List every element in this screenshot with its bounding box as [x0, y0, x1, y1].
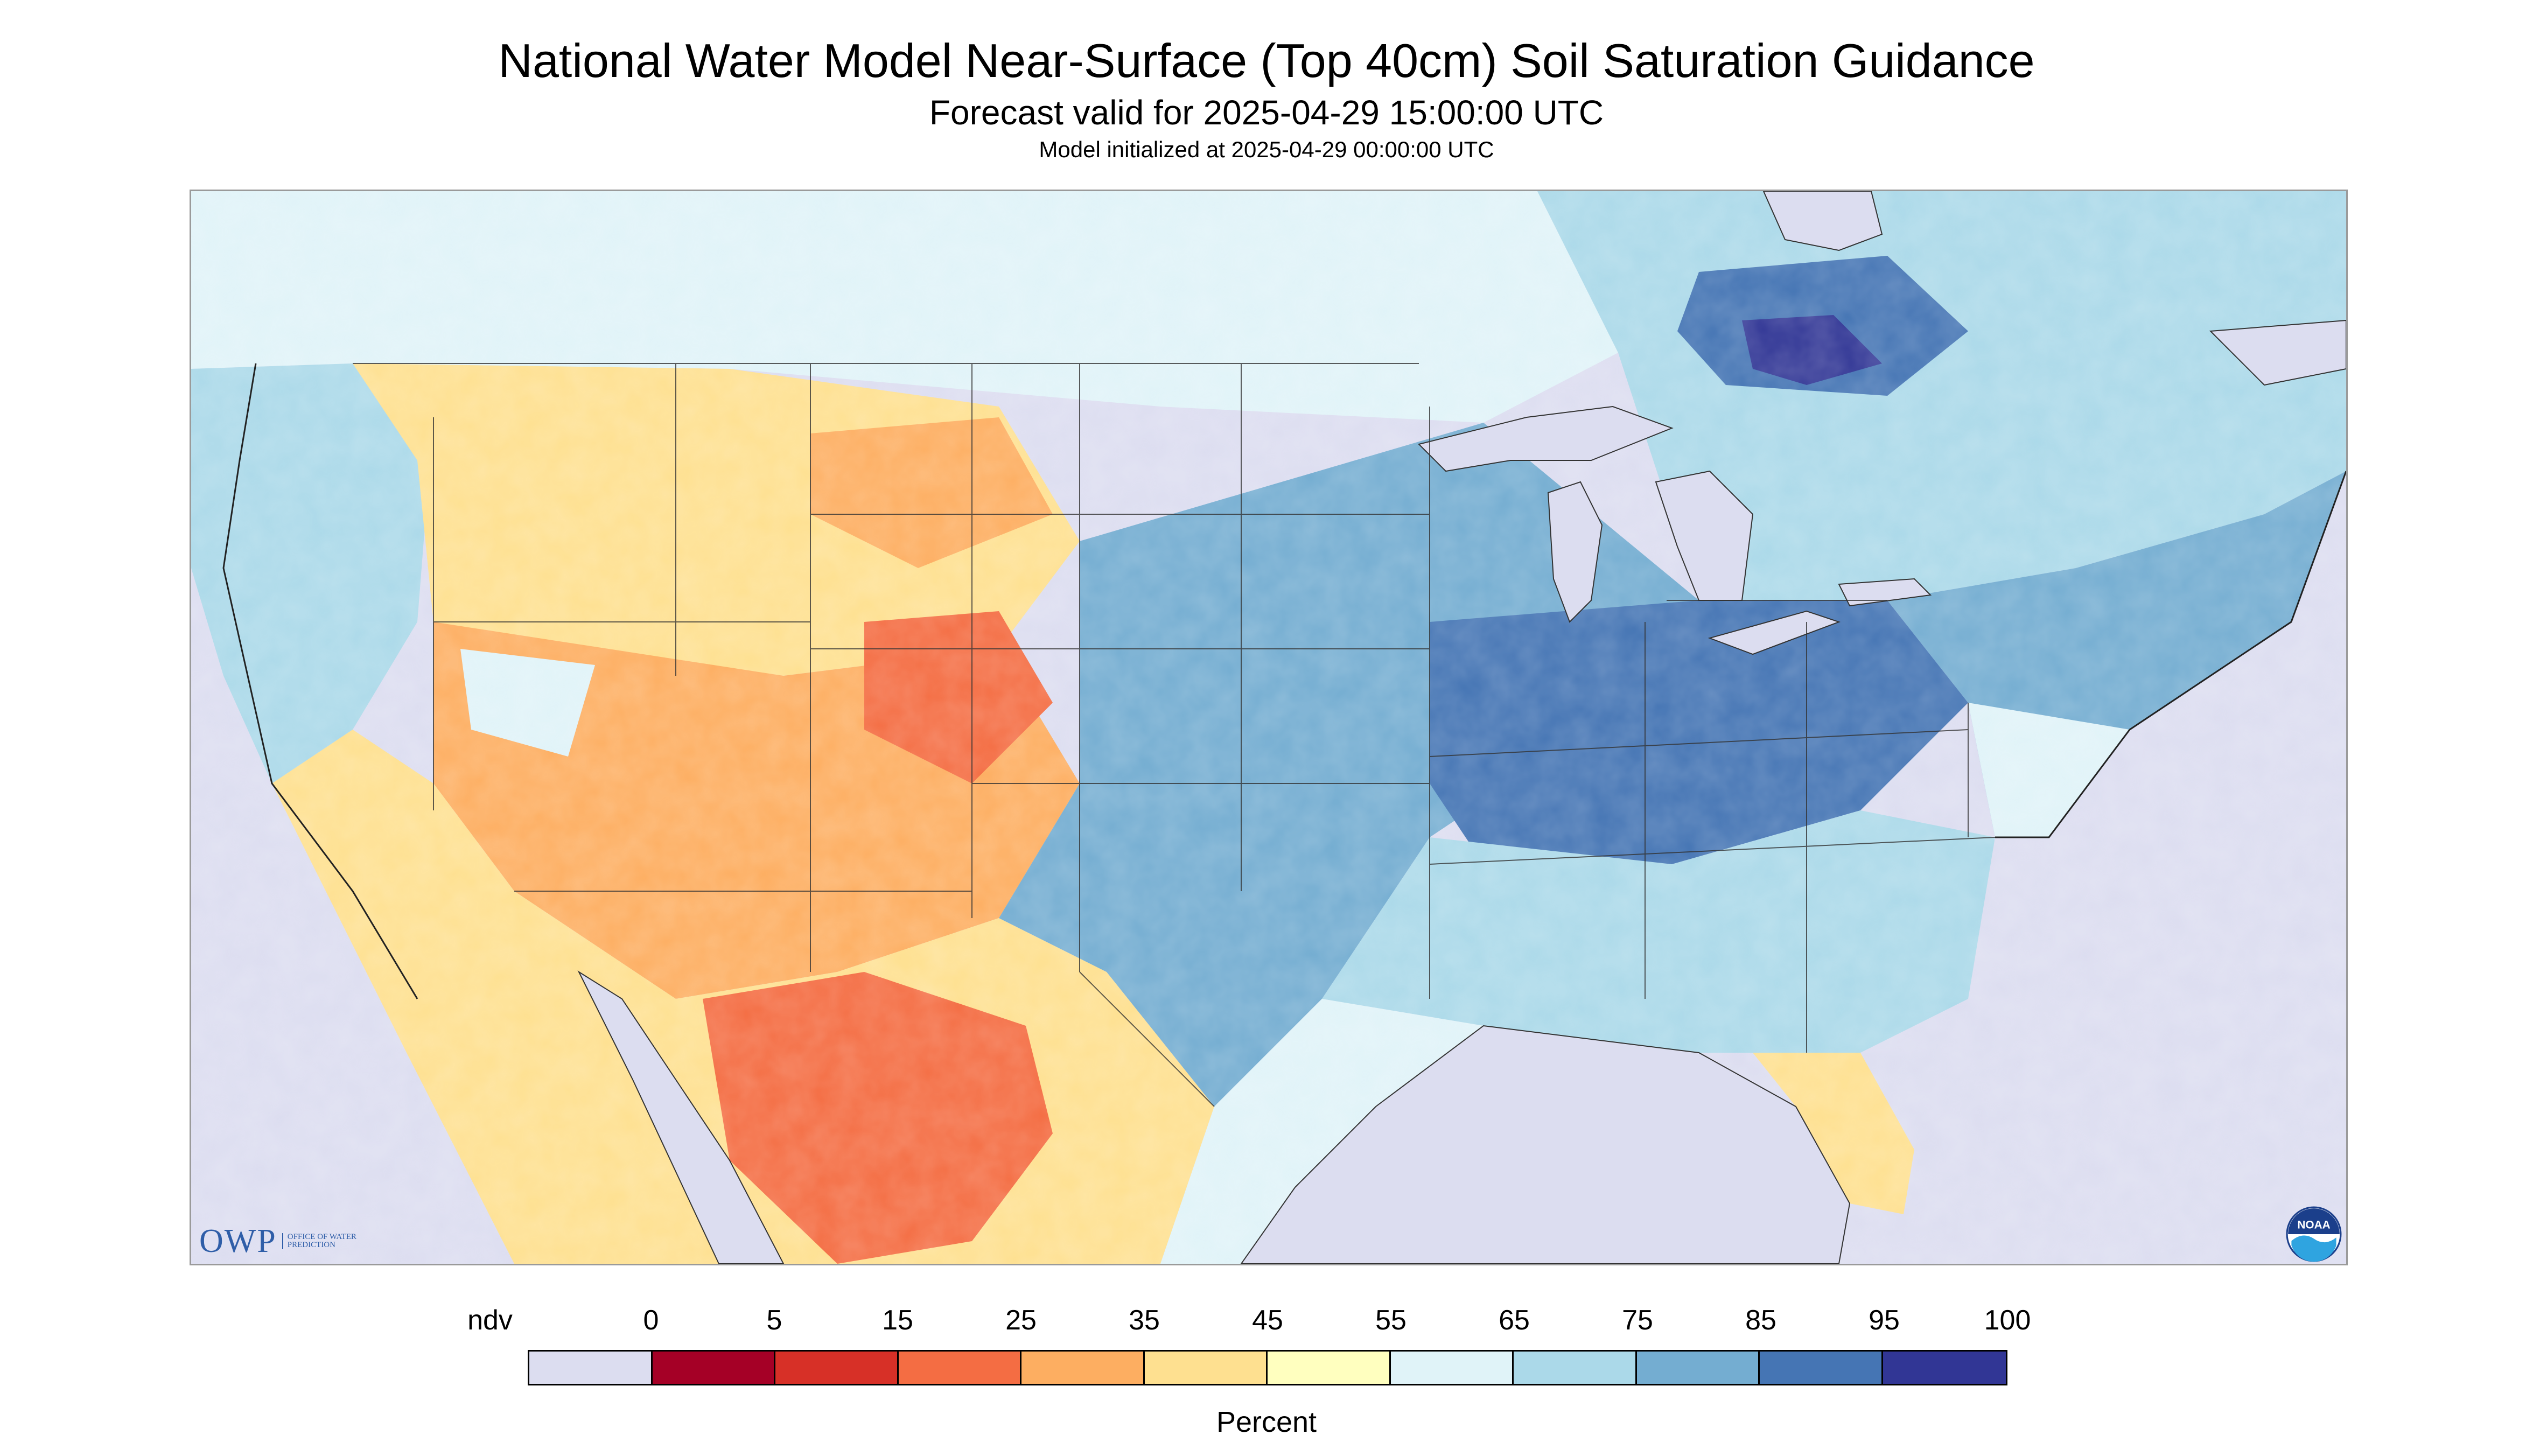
soil-saturation-map: [190, 190, 2348, 1265]
colorbar-swatch: [1021, 1352, 1145, 1384]
colorbar: [528, 1350, 2007, 1385]
gulf-of-mexico: [1240, 1025, 1851, 1264]
colorbar-tick-label: 100: [1984, 1305, 2031, 1336]
colorbar-tick-label: 95: [1869, 1305, 1900, 1336]
colorbar-tick-label: 85: [1745, 1305, 1776, 1336]
colorbar-swatch: [1144, 1352, 1268, 1384]
colorbar-swatch: [775, 1352, 899, 1384]
colorbar-swatch: [1390, 1352, 1514, 1384]
colorbar-swatch: [1883, 1352, 2006, 1384]
colorbar-swatch: [529, 1352, 653, 1384]
colorbar-swatch: [1760, 1352, 1883, 1384]
colorbar-tick-label: 15: [882, 1305, 913, 1336]
owp-logo: OWP OFFICE OF WATER PREDICTION: [199, 1222, 358, 1260]
colorbar-swatch: [1514, 1352, 1637, 1384]
lake-michigan: [1547, 481, 1603, 623]
colorbar-swatch: [898, 1352, 1021, 1384]
colorbar-tick-label: 25: [1005, 1305, 1037, 1336]
noaa-logo-text: NOAA: [2297, 1219, 2330, 1231]
map-canvas: [191, 191, 2346, 1264]
colorbar-swatch: [652, 1352, 775, 1384]
forecast-valid-subtitle: Forecast valid for 2025-04-29 15:00:00 U…: [929, 93, 1604, 132]
colorbar-tick-label: 5: [766, 1305, 782, 1336]
model-init-line: Model initialized at 2025-04-29 00:00:00…: [1039, 137, 1494, 162]
gulf-of-california: [577, 970, 785, 1264]
coastlines: [222, 363, 2346, 999]
map-texture: [191, 191, 2346, 1264]
colorbar-ndv-label: ndv: [467, 1305, 513, 1336]
lake-superior: [1418, 405, 1674, 472]
water-bodies: [577, 191, 2346, 1264]
colorbar-tick-label: 35: [1129, 1305, 1160, 1336]
colorbar-swatch: [1636, 1352, 1760, 1384]
owp-logo-subtext: OFFICE OF WATER PREDICTION: [282, 1233, 358, 1249]
owp-logo-text: OWP: [199, 1222, 277, 1259]
colorbar-swatch: [1268, 1352, 1391, 1384]
lake-ontario: [1838, 578, 1932, 607]
colorbar-tick-label: 65: [1499, 1305, 1530, 1336]
hudson-bay-james-bay: [1762, 191, 1883, 251]
colorbar-tick-label: 75: [1622, 1305, 1653, 1336]
colorbar-tick-label: 55: [1375, 1305, 1407, 1336]
gulf-of-st-lawrence: [2209, 319, 2346, 386]
colorbar-tick-label: 45: [1252, 1305, 1283, 1336]
state-boundaries: [353, 363, 1996, 1107]
colorbar-unit-label: Percent: [1216, 1406, 1317, 1438]
colorbar-tick-label: 0: [643, 1305, 659, 1336]
noaa-logo-icon: NOAA: [2286, 1206, 2342, 1262]
map-title: National Water Model Near-Surface (Top 4…: [498, 34, 2035, 87]
